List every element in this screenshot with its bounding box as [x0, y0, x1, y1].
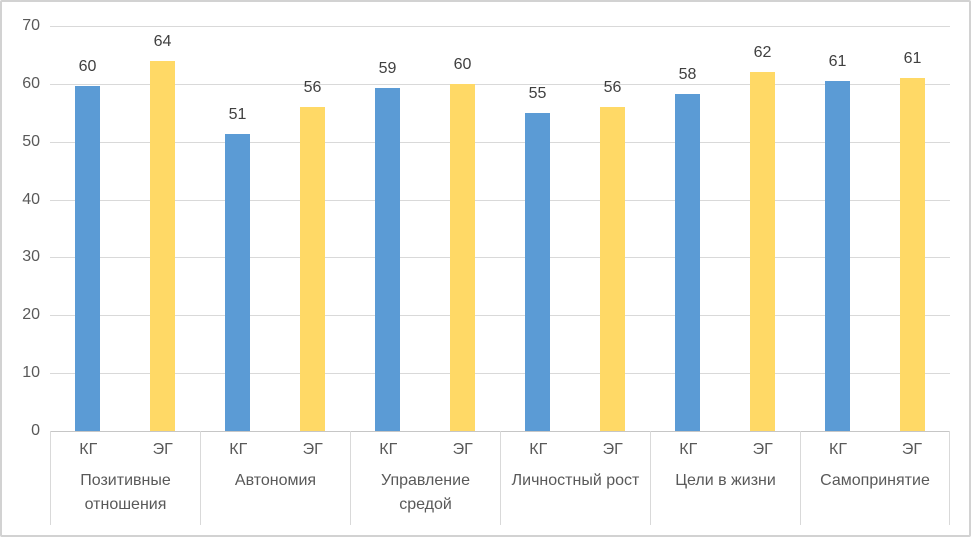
gridline [50, 200, 950, 201]
bar-kg [525, 113, 550, 431]
category-label: Личностный рост [511, 472, 640, 489]
series-tick-row: КГ ЭГ [51, 440, 200, 460]
category-cell: КГ ЭГ Самопринятие [800, 431, 950, 525]
x-tick-series-label: КГ [229, 441, 248, 458]
y-tick-label: 30 [22, 248, 40, 265]
bar-value-label: 60 [78, 58, 97, 75]
bar-value-label: 51 [228, 106, 247, 123]
x-tick-series-label: КГ [529, 441, 548, 458]
category-cell: КГ ЭГ Цели в жизни [650, 431, 800, 525]
bar-value-label: 59 [378, 60, 397, 77]
gridline [50, 84, 950, 85]
x-tick-series-label: ЭГ [452, 441, 473, 458]
bar-value-label: 60 [453, 56, 472, 73]
x-tick-series-label: КГ [379, 441, 398, 458]
bar-kg [825, 81, 850, 431]
x-tick-series-label: ЭГ [302, 441, 323, 458]
y-tick-label: 60 [22, 75, 40, 92]
bar-value-label: 56 [603, 79, 622, 96]
series-tick-row: КГ ЭГ [651, 440, 800, 460]
x-tick-series-label: КГ [679, 441, 698, 458]
x-tick-series-label: КГ [829, 441, 847, 458]
gridline [50, 257, 950, 258]
series-tick-row: КГ ЭГ [351, 440, 500, 460]
bar-value-label: 58 [678, 66, 697, 83]
x-tick-series-label: ЭГ [901, 441, 923, 458]
x-tick-series-label: КГ [79, 441, 98, 458]
bar-value-label: 64 [153, 33, 172, 50]
gridline [50, 315, 950, 316]
bar-kg [375, 88, 400, 431]
y-tick-label: 10 [22, 364, 40, 381]
series-tick-row: КГ ЭГ [501, 440, 650, 460]
bar-eg [900, 78, 925, 431]
series-tick-row: КГ ЭГ [801, 440, 949, 460]
bar-value-label: 61 [903, 50, 922, 67]
category-label: Автономия [234, 472, 317, 489]
gridline [50, 373, 950, 374]
category-label: Цели в жизни [675, 472, 776, 489]
y-tick-label: 70 [22, 17, 40, 34]
x-tick-series-label: ЭГ [602, 441, 623, 458]
category-cell: КГ ЭГ Управление средой [350, 431, 500, 525]
bar-value-label: 62 [753, 44, 772, 61]
category-cell: КГ ЭГ Автономия [200, 431, 350, 525]
bar-kg [225, 134, 250, 431]
bar-value-label: 55 [528, 85, 547, 102]
category-cell: КГ ЭГ Позитивные отношения [50, 431, 200, 525]
gridline [50, 142, 950, 143]
bar-kg [675, 94, 700, 431]
category-label: Позитивные отношения [80, 472, 171, 513]
y-tick-label: 50 [22, 133, 40, 150]
bar-eg [750, 72, 775, 431]
bar-value-label: 56 [303, 79, 322, 96]
bar-eg [600, 107, 625, 431]
bar-eg [450, 84, 475, 431]
x-tick-series-label: ЭГ [752, 441, 773, 458]
category-label: Самопринятие [820, 472, 930, 489]
bar-eg [300, 107, 325, 431]
category-cell: КГ ЭГ Личностный рост [500, 431, 650, 525]
category-label: Управление средой [381, 472, 470, 513]
bar-kg [75, 86, 100, 431]
x-tick-series-label: ЭГ [152, 441, 173, 458]
y-tick-label: 0 [31, 422, 40, 439]
gridline [50, 26, 950, 27]
y-tick-label: 20 [22, 306, 40, 323]
series-tick-row: КГ ЭГ [201, 440, 350, 460]
bar-value-label: 61 [828, 53, 847, 70]
y-tick-label: 40 [22, 191, 40, 208]
bar-eg [150, 61, 175, 431]
